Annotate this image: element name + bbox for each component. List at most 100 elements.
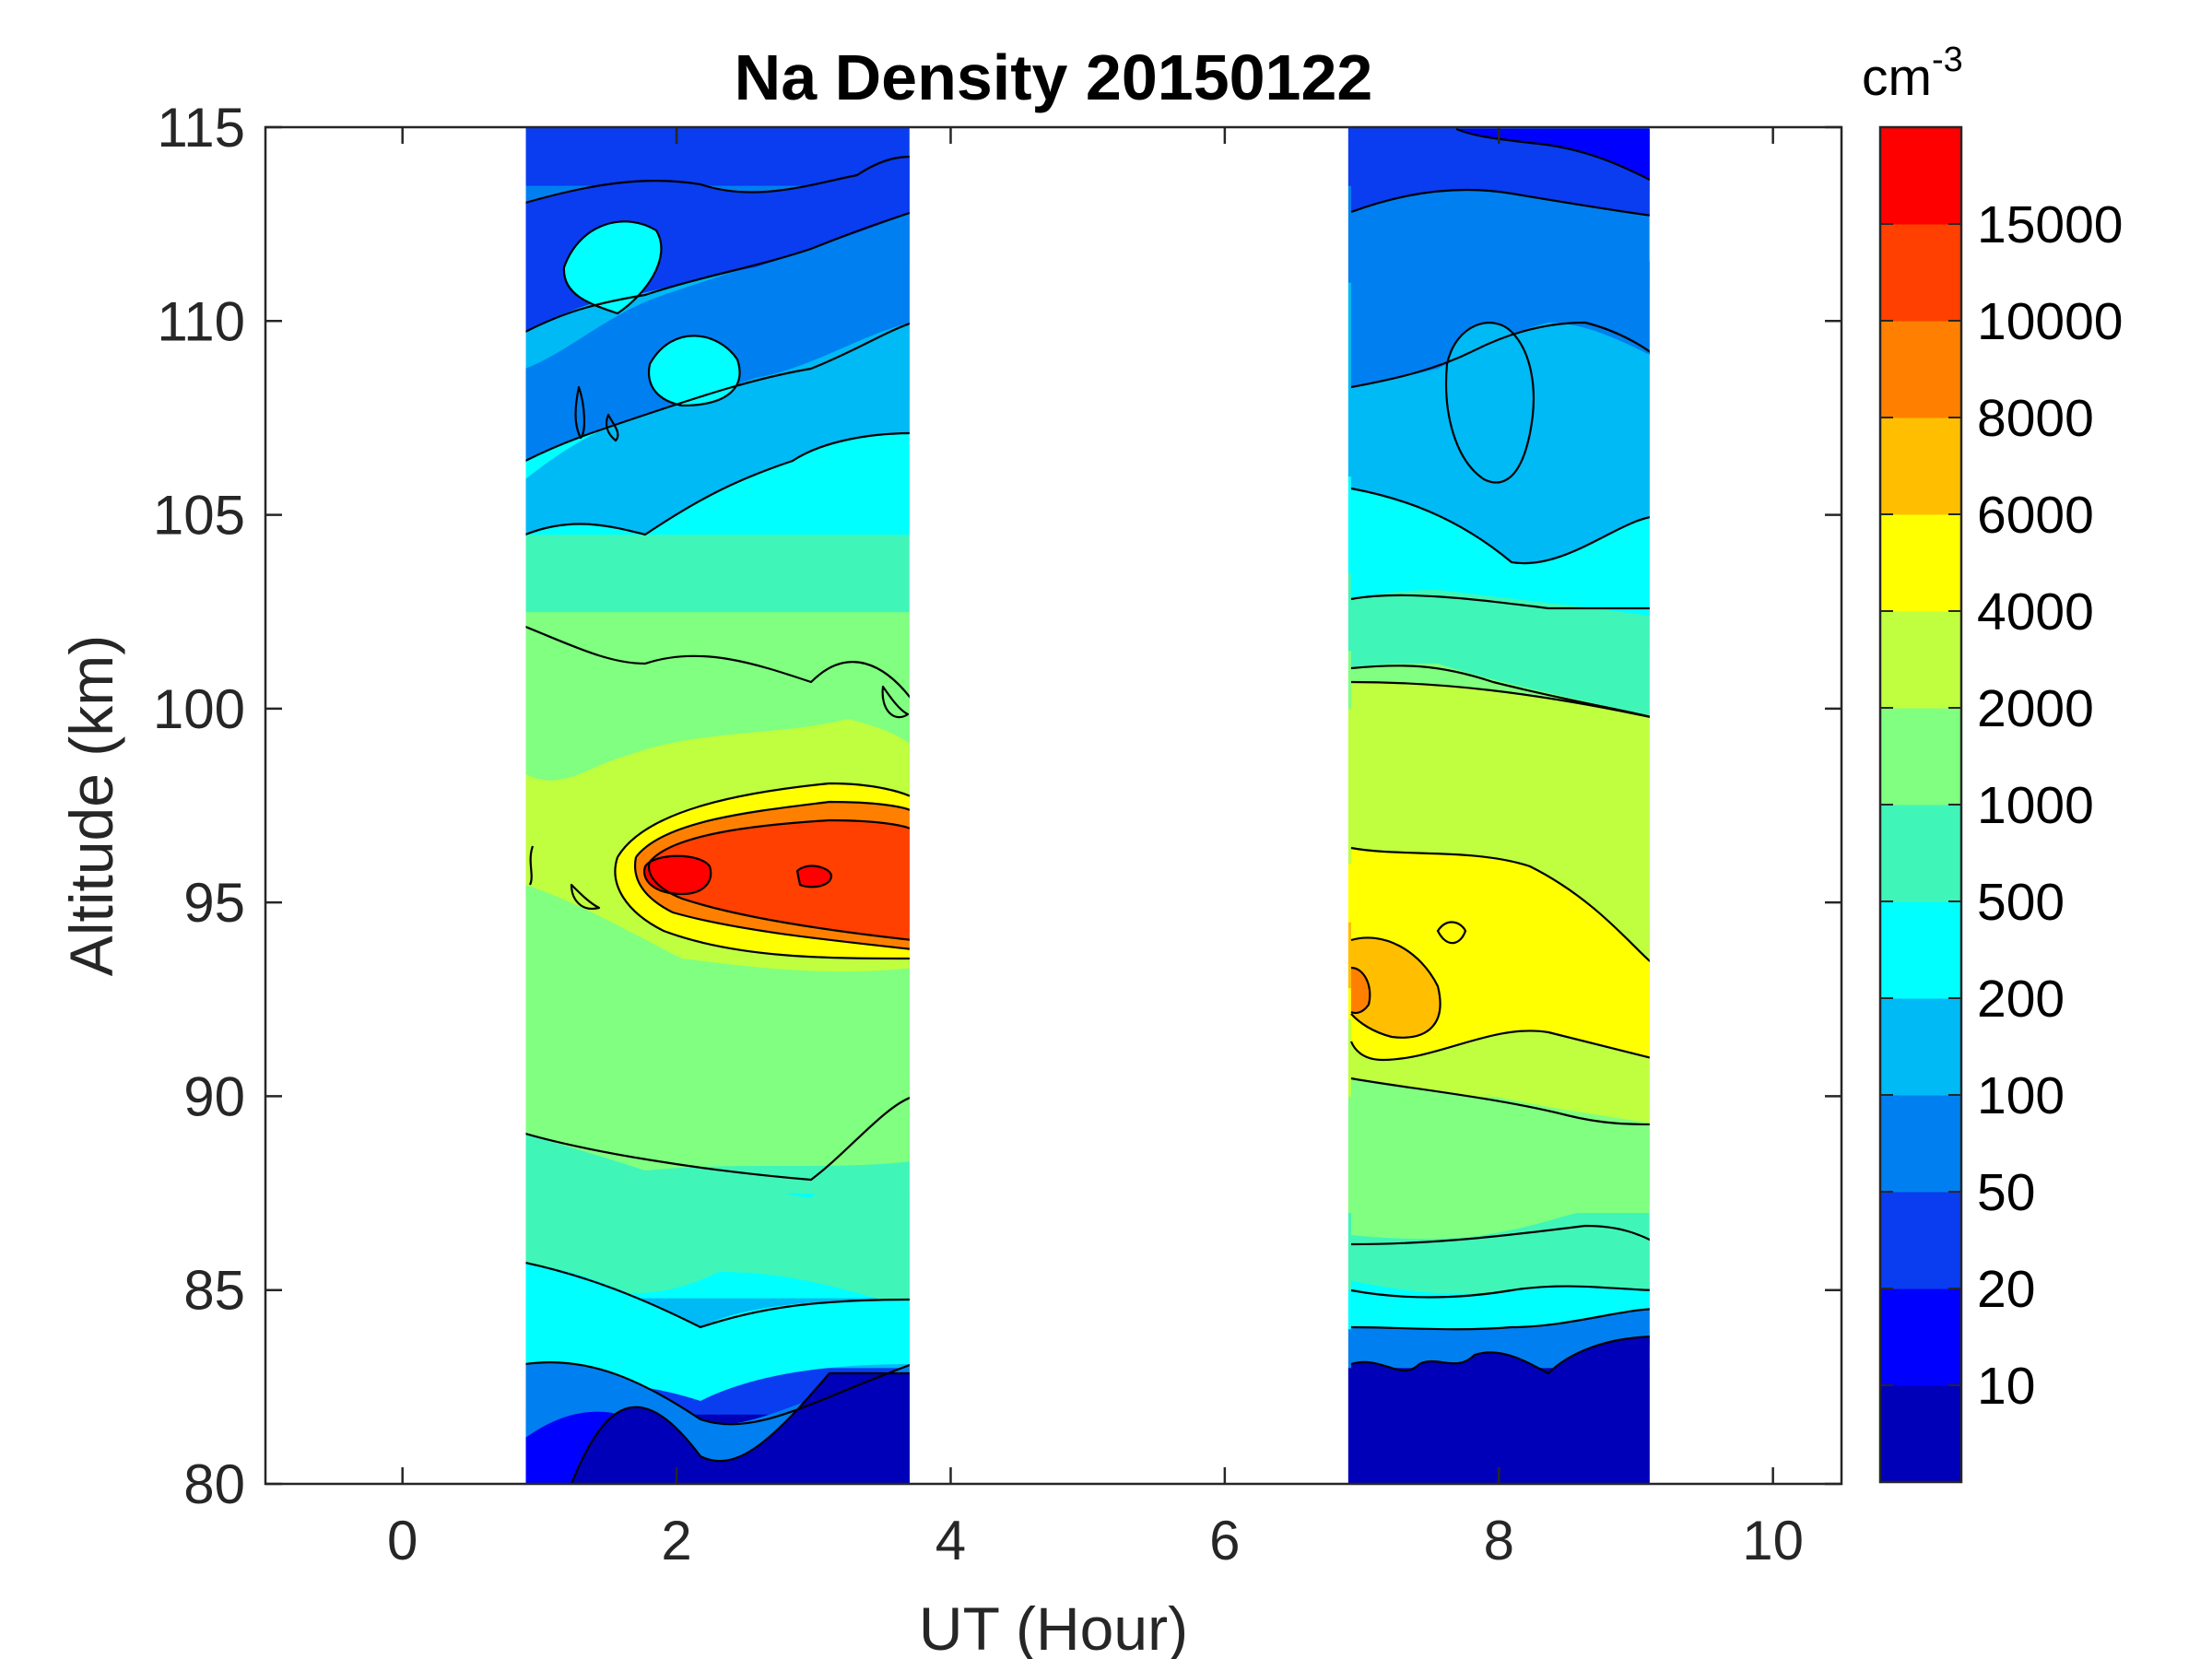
- contour-line-b2-f: [1350, 188, 1650, 217]
- contour-fill-band-5-island: [649, 335, 740, 406]
- contour-line-b2-k: [1350, 936, 1441, 1039]
- contour-line-o: [647, 335, 741, 407]
- y-tick-label: 100: [153, 678, 245, 740]
- x-tick-label: 6: [1209, 1510, 1240, 1571]
- y-tick-label: 115: [157, 97, 245, 159]
- contour-line-b2-g: [1455, 127, 1650, 182]
- y-tick-label: 85: [183, 1260, 245, 1322]
- contour-line-r: [528, 845, 535, 886]
- block-1-band-rect: [525, 534, 910, 613]
- colorbar-tick-label: 200: [1977, 970, 2065, 1029]
- x-tick-label: 8: [1484, 1510, 1514, 1571]
- contour-fill-band-6-lower-b2: [1351, 1226, 1650, 1298]
- colorbar-band: [1880, 805, 1961, 902]
- contour-line-e: [525, 431, 910, 536]
- contour-line-b2-b: [1350, 665, 1650, 718]
- axes-box: [264, 125, 1843, 1486]
- colorbar-band: [1880, 1385, 1961, 1483]
- contour-line-b2-n: [1350, 1224, 1650, 1246]
- contour-fill-band-4-upper: [525, 324, 910, 535]
- contour-line-b2-m: [1350, 1077, 1650, 1126]
- x-tick-label: 0: [387, 1510, 418, 1571]
- colorbar-band: [1880, 321, 1961, 418]
- contour-fill-band-1-b2: [1456, 129, 1650, 180]
- contour-line-i: [647, 818, 910, 941]
- colorbar-band: [1880, 1095, 1961, 1193]
- data-block-1: [525, 127, 910, 1484]
- y-tick-label: 105: [153, 485, 245, 547]
- contour-fill-band-13b: [797, 865, 831, 888]
- colorbar-unit-label: cm-3: [1862, 41, 1963, 107]
- contour-fill-band-4-tongue-b2: [1446, 323, 1534, 483]
- contour-line-g: [614, 856, 910, 960]
- contour-fill-band-6-b2: [1351, 594, 1650, 717]
- colorbar-tick-label: 20: [1977, 1260, 2035, 1319]
- colorbar-band: [1880, 998, 1961, 1096]
- contour-line-t: [881, 685, 910, 719]
- contour-line-j: [642, 854, 712, 896]
- contour-line-b2-h: [1445, 322, 1535, 484]
- colorbar-tick-label: 10000: [1977, 292, 2124, 351]
- contour-fill-band-3-b2: [1351, 212, 1650, 387]
- colorbar-band: [1880, 1192, 1961, 1289]
- colorbar-tick-label: 10: [1977, 1357, 2035, 1416]
- y-axis: 80 85 90 95 100 105 110 115: [153, 97, 1841, 1515]
- colorbar-tick-label: 6000: [1977, 486, 2094, 545]
- colorbar-band: [1880, 127, 1961, 225]
- y-tick-label: 110: [157, 290, 245, 352]
- contour-fill-band-5-lower: [525, 1263, 910, 1401]
- contour-line-b2-d: [1350, 487, 1650, 565]
- data-block-2: [1347, 127, 1650, 1484]
- colorbar-band: [1880, 1288, 1961, 1386]
- contour-line-b2-q: [1350, 1335, 1650, 1375]
- contour-line-a: [525, 1097, 910, 1182]
- contour-line-c: [525, 1360, 910, 1426]
- y-tick-label: 90: [183, 1065, 245, 1127]
- x-tick-label: 2: [661, 1510, 691, 1571]
- colorbar-tick-label: 4000: [1977, 582, 2094, 641]
- colorbar-band: [1880, 708, 1961, 806]
- colorbar: 10 20 50 100 200 500 1000 2000 4000 6000 8000 10000…: [1878, 125, 2124, 1484]
- contour-line-b2-p: [1350, 1308, 1650, 1331]
- colorbar-band: [1880, 224, 1961, 322]
- contour-fill-band-13: [644, 855, 712, 894]
- contour-line-b2-o: [1350, 1285, 1650, 1299]
- colorbar-tick-label: 50: [1977, 1163, 2035, 1222]
- colorbar-tick-label: 500: [1977, 873, 2065, 932]
- contour-line-s: [570, 883, 601, 911]
- contour-line-v: [606, 413, 619, 442]
- block-1-band-rect: [525, 127, 910, 186]
- colorbar-tick-label: 2000: [1977, 679, 2094, 738]
- colorbar-tick-label: 100: [1977, 1066, 2065, 1125]
- contour-line-m: [525, 211, 910, 333]
- y-tick-label: 95: [183, 872, 245, 934]
- colorbar-tick-label: 1000: [1977, 776, 2094, 835]
- colorbar-band: [1880, 901, 1961, 999]
- x-tick-label: 10: [1742, 1510, 1804, 1571]
- contour-line-n: [525, 155, 910, 204]
- colorbar-unit-exponent: -3: [1932, 41, 1963, 79]
- contour-fill-band-5-b2: [1351, 488, 1650, 617]
- contour-fill-band-10-b2: [1351, 937, 1441, 1038]
- contour-line-b2-i: [1350, 846, 1650, 963]
- chart-title: Na Density 20150122: [735, 41, 1373, 113]
- contour-fill-band-0-lower: [571, 1373, 910, 1484]
- contour-fill-band-11-b2: [1351, 968, 1371, 1014]
- y-axis-label: Altitude (km): [57, 635, 125, 976]
- contour-line-d: [525, 626, 910, 699]
- colorbar-band: [1880, 418, 1961, 515]
- contour-line-b2-l: [1350, 966, 1371, 1015]
- contour-line-b: [525, 1261, 910, 1329]
- contour-line-h: [633, 800, 910, 950]
- x-axis: 0 2 4 6 8 10: [387, 127, 1804, 1571]
- contour-fill-band-0-b2: [1351, 1336, 1650, 1484]
- contour-fill-band-5-lower-b2: [1351, 1281, 1650, 1328]
- contour-line-b2-c: [1350, 594, 1650, 610]
- contour-line-p: [562, 220, 663, 315]
- contour-fill-band-5-island2: [563, 221, 662, 313]
- colorbar-tick-label: 8000: [1977, 389, 2094, 448]
- contour-fill-band-12: [649, 820, 910, 940]
- y-tick-label: 80: [183, 1453, 245, 1515]
- contour-line-q: [570, 1371, 910, 1484]
